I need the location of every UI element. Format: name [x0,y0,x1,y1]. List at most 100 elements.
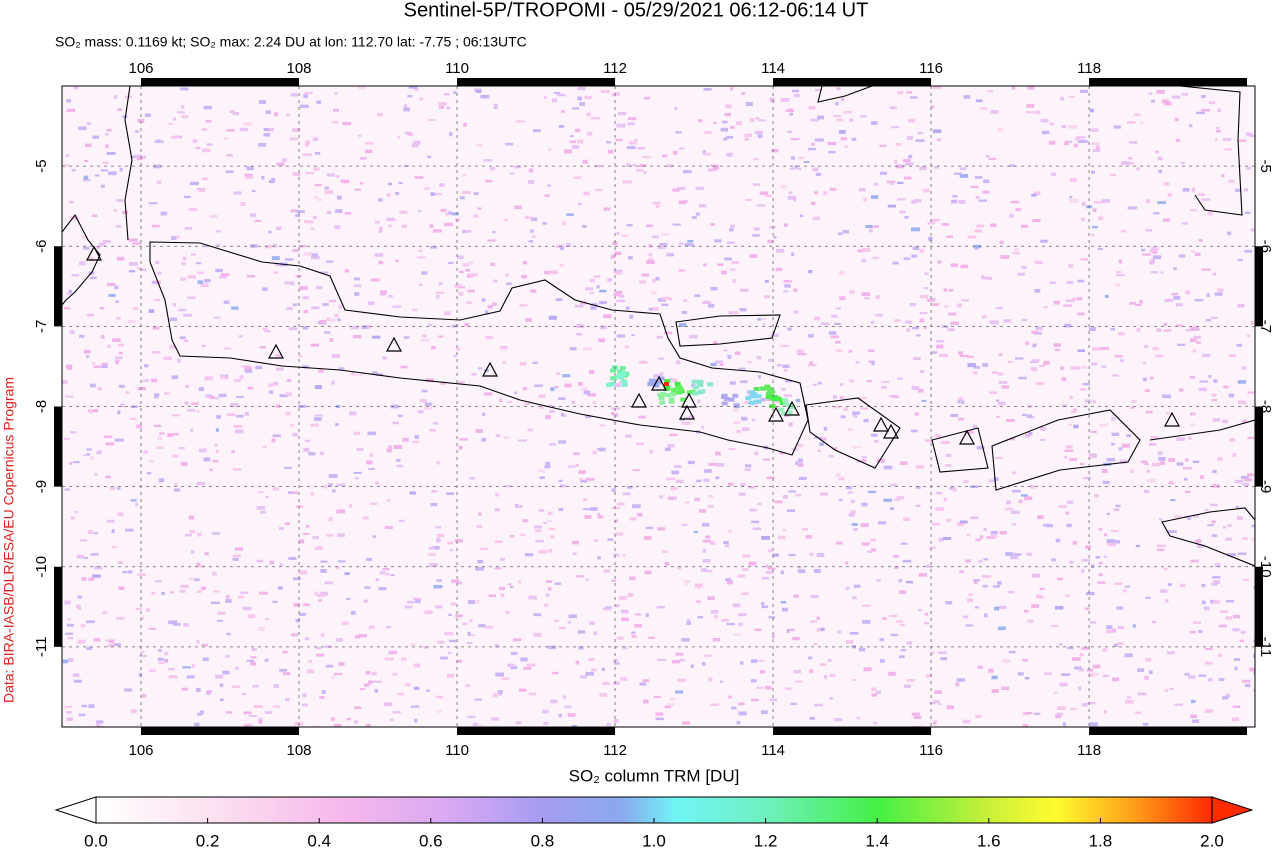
speckle [286,307,293,311]
speckle [871,433,878,437]
speckle [137,387,146,391]
speckle [799,214,804,218]
speckle [1137,668,1145,673]
speckle [140,650,145,654]
speckle [677,566,682,570]
speckle [493,103,498,108]
speckle [725,135,734,139]
speckle [794,164,798,169]
speckle [783,414,790,417]
speckle [1204,661,1213,665]
speckle [1156,328,1162,332]
speckle [1009,437,1015,441]
speckle [1070,707,1077,711]
speckle [613,269,623,274]
speckle [1091,564,1095,568]
speckle [1006,500,1011,505]
speckle [132,242,142,245]
speckle [1040,438,1046,441]
lon-tick-label: 114 [761,742,785,759]
speckle [273,381,279,386]
speckle [658,245,666,250]
speckle [542,709,549,714]
speckle [1162,99,1169,104]
speckle [702,539,712,543]
speckle [796,349,804,354]
speckle [484,179,493,183]
speckle [917,388,924,393]
speckle [956,678,966,682]
speckle [99,242,106,247]
plume-pixel [728,397,735,402]
speckle [193,722,200,727]
speckle [1232,614,1241,619]
speckle [195,564,205,568]
speckle [135,607,142,611]
speckle [295,505,304,508]
speckle [648,307,655,311]
speckle [797,462,804,467]
speckle [622,646,628,650]
volcano [680,392,698,408]
speckle [1169,687,1174,690]
speckle [354,284,362,288]
plume-pixel [657,393,664,398]
speckle [988,157,997,160]
speckle [1250,321,1255,325]
frame-band [141,78,300,86]
plume-pixel [697,379,704,384]
speckle [919,318,925,323]
speckle [1011,510,1020,515]
speckle [516,120,526,123]
speckle [533,613,542,617]
speckle [431,346,436,350]
speckle [1198,239,1203,242]
speckle [271,177,276,182]
speckle [448,211,452,215]
plume-pixel [749,394,756,399]
speckle [913,715,922,719]
speckle [1068,264,1074,269]
speckle [311,253,318,257]
speckle [1089,722,1098,727]
speckle [669,698,676,701]
speckle [962,719,971,724]
speckle [244,724,253,727]
speckle [964,430,974,434]
speckle [92,135,100,139]
speckle [314,591,318,596]
speckle [585,415,592,419]
colorbar-over [1211,796,1254,824]
speckle [797,167,802,171]
speckle [320,568,327,573]
speckle [358,634,368,638]
speckle [125,391,130,394]
speckle [1160,461,1166,465]
speckle [252,189,256,193]
speckle [478,512,482,516]
speckle [156,446,164,449]
speckle [100,169,108,172]
speckle [261,175,265,180]
speckle [225,654,230,658]
speckle [1237,380,1247,384]
speckle [1142,722,1149,726]
speckle [793,288,798,292]
speckle [982,363,989,367]
speckle [1055,538,1061,543]
speckle [1183,477,1188,481]
speckle [361,325,368,330]
plume-pixel [620,372,627,377]
speckle [974,606,979,609]
speckle [590,507,598,511]
speckle [1166,412,1171,415]
speckle [819,627,825,632]
speckle [995,307,1004,310]
speckle [626,163,631,167]
speckle [1035,326,1043,331]
speckle [439,183,445,187]
speckle [1167,651,1175,655]
speckle [898,579,903,583]
speckle [210,601,220,605]
speckle [265,110,272,114]
